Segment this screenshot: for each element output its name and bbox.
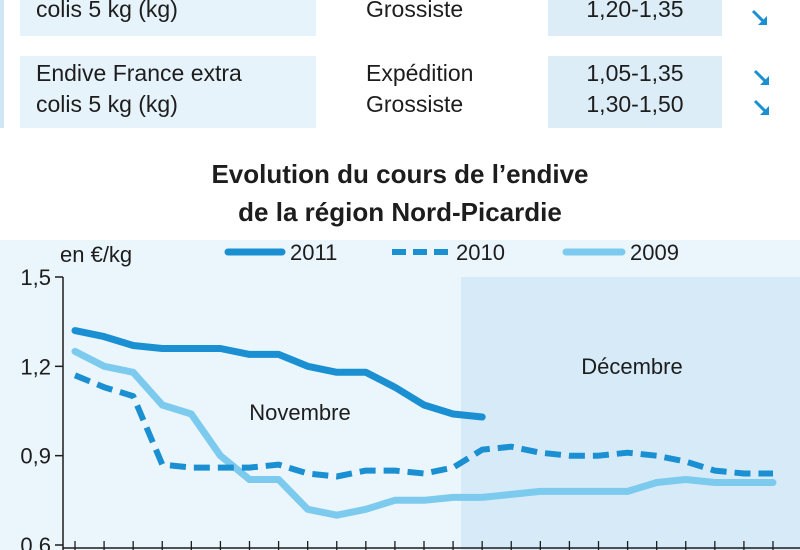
table-row-1-price: 1,20-1,35	[548, 0, 722, 36]
month-label-december: Décembre	[581, 354, 682, 379]
price-line: 1,30-1,50	[586, 91, 684, 117]
legend-label-2011: 2011	[290, 240, 337, 265]
legend-label-2009: 2009	[630, 240, 679, 265]
legend-label-2010: 2010	[456, 240, 505, 265]
y-tick-label: 1,5	[20, 265, 51, 290]
series-line-2011	[71, 327, 486, 421]
trend-down-icon	[751, 9, 767, 25]
y-tick-label: 0,9	[20, 444, 51, 469]
product-line: Endive France extra	[36, 60, 242, 86]
table-left-rule	[0, 0, 4, 128]
price-table: colis 5 kg (kg) Grossiste 1,20-1,35 Endi…	[0, 0, 800, 142]
table-row-2-stage: Expédition Grossiste	[316, 56, 548, 128]
series-line-2009	[71, 347, 777, 519]
table-row-1-product: colis 5 kg (kg)	[20, 0, 316, 36]
product-line: colis 5 kg (kg)	[36, 0, 178, 22]
month-label-november: Novembre	[249, 400, 350, 425]
december-shade	[461, 277, 800, 550]
chart-title-line-2: de la région Nord-Picardie	[238, 197, 562, 227]
table-row-2-price: 1,05-1,35 1,30-1,50	[548, 56, 722, 128]
stage-line: Grossiste	[366, 91, 464, 117]
product-line: colis 5 kg (kg)	[36, 91, 178, 117]
y-axis-label: en €/kg	[60, 242, 132, 267]
y-tick-label: 1,2	[20, 354, 51, 379]
table-row-1-trend	[722, 0, 800, 36]
stage-line: Grossiste	[366, 0, 464, 22]
trend-down-icon	[753, 69, 769, 85]
table-row-2-trend	[722, 56, 800, 128]
stage-line: Expédition	[366, 60, 474, 86]
y-tick-label: 0,6	[20, 533, 51, 550]
price-line: 1,05-1,35	[586, 60, 684, 86]
price-line: 1,20-1,35	[586, 0, 684, 22]
table-row-1-stage: Grossiste	[316, 0, 548, 36]
table-row-2-product: Endive France extra colis 5 kg (kg)	[20, 56, 316, 128]
trend-down-icon	[753, 99, 769, 115]
chart-title-line-1: Evolution du cours de l’endive	[211, 159, 589, 189]
